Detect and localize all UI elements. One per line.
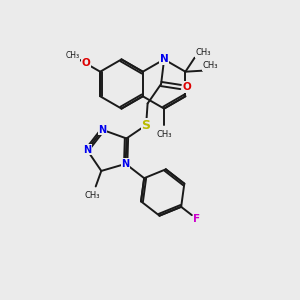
Text: S: S — [142, 118, 151, 132]
Text: O: O — [182, 82, 191, 92]
Text: CH₃: CH₃ — [156, 130, 172, 139]
Text: CH₃: CH₃ — [203, 61, 218, 70]
Text: CH₃: CH₃ — [85, 191, 100, 200]
Text: CH₃: CH₃ — [65, 51, 80, 60]
Text: N: N — [160, 54, 169, 64]
Text: N: N — [122, 159, 130, 169]
Text: CH₃: CH₃ — [195, 48, 211, 57]
Text: N: N — [83, 145, 91, 155]
Text: O: O — [82, 58, 90, 68]
Text: N: N — [98, 125, 106, 135]
Text: F: F — [194, 214, 201, 224]
